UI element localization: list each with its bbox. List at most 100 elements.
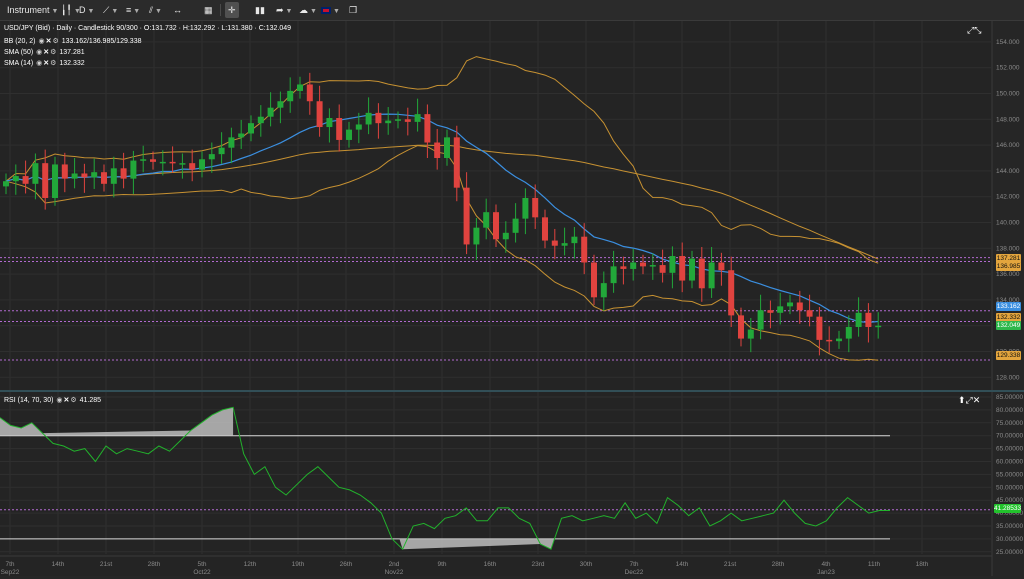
- date-month-label: Oct22: [193, 569, 211, 576]
- rsi-tick-label: 35.00000: [996, 523, 1023, 530]
- date-tick-label: 7th: [5, 561, 14, 568]
- candle-body: [561, 243, 568, 246]
- instrument-selector[interactable]: Instrument ▼: [4, 2, 61, 18]
- close-icon[interactable]: ✕: [63, 397, 70, 404]
- window-icon: ❐: [349, 5, 358, 15]
- close-icon[interactable]: ✕: [43, 49, 50, 56]
- gear-icon[interactable]: ⚙: [50, 60, 57, 67]
- date-month-label: Sep22: [1, 569, 20, 576]
- measure-tool-button[interactable]: ↔: [170, 2, 185, 18]
- fibonacci-button[interactable]: ≡ ▼: [123, 2, 143, 18]
- candle-body: [816, 316, 823, 340]
- candle-body: [591, 262, 597, 298]
- indicators-button[interactable]: ▮▮: [252, 2, 268, 18]
- chevron-down-icon: ▼: [133, 8, 141, 15]
- candle-body: [826, 339, 833, 342]
- bb-upper-line: [5, 56, 879, 264]
- candle-body: [218, 147, 225, 155]
- rsi-tick-label: 65.00000: [996, 446, 1023, 453]
- candle-body: [718, 262, 725, 271]
- close-icon[interactable]: ✕: [43, 60, 50, 67]
- rsi-label: RSI (14, 70, 30): [4, 397, 54, 404]
- rsi-tick-label: 75.00000: [996, 420, 1023, 427]
- gear-icon[interactable]: ⚙: [70, 397, 77, 404]
- eye-icon[interactable]: ◉: [38, 38, 45, 45]
- sma50-label: SMA (50): [4, 49, 34, 56]
- rsi-panel[interactable]: 85.00000 80.00000 75.00000 70.00000 65.00000…: [0, 392, 1024, 576]
- candle-body: [179, 163, 186, 165]
- candle-body: [689, 258, 695, 281]
- bb-legend: BB (20, 2) ◉✕⚙ 133.162/136.985/129.338: [4, 37, 142, 45]
- candle-body: [424, 114, 431, 143]
- candle-body: [728, 270, 735, 316]
- candle-body: [375, 112, 382, 124]
- candle-body: [777, 306, 784, 313]
- date-tick-label: 12th: [244, 561, 257, 568]
- candle-body: [855, 312, 862, 327]
- candle-body: [52, 164, 58, 198]
- line-tool-icon: ⟋: [103, 5, 110, 15]
- panel-divider[interactable]: [0, 390, 1024, 392]
- candle-body: [738, 315, 744, 339]
- date-month-label: Nov22: [385, 569, 404, 576]
- toolbar: Instrument ▼ ╽╿ ▼ D ▼ ⟋ ▼ ≡ ▼ ⫽ ▼ ↔ ▦ ✛ ▮▮ ➦ ▼ …: [0, 0, 1024, 21]
- layout-button[interactable]: ▦: [201, 2, 216, 18]
- cloud-button[interactable]: ☁ ▼: [296, 2, 320, 18]
- share-button[interactable]: ➦ ▼: [273, 2, 295, 18]
- candle-body: [140, 159, 147, 161]
- date-tick-label: 23rd: [531, 561, 544, 568]
- rsi-tick-label: 60.00000: [996, 459, 1023, 466]
- candle-body: [502, 232, 509, 240]
- candle-body: [453, 137, 460, 188]
- gear-icon[interactable]: ⚙: [50, 49, 57, 56]
- rsi-value: 41.285: [79, 397, 102, 404]
- price-panel[interactable]: 154.000 152.000 150.000 148.000 146.000 144.0…: [0, 21, 1024, 390]
- rsi-chart[interactable]: 85.00000 80.00000 75.00000 70.00000 65.00000…: [0, 392, 1024, 576]
- uk-flag-icon: [321, 7, 331, 15]
- rsi-tick-label: 45.00000: [996, 497, 1023, 504]
- candle-body: [473, 227, 480, 245]
- overbought-fill: [0, 407, 234, 436]
- candle-body: [747, 329, 754, 339]
- candle-body: [444, 137, 450, 158]
- bb-label: BB (20, 2): [4, 38, 36, 45]
- price-chart[interactable]: 154.000 152.000 150.000 148.000 146.000 144.0…: [0, 21, 1024, 390]
- candle-body: [522, 197, 529, 219]
- candle-body: [22, 176, 29, 184]
- timeframe-selector[interactable]: D ▼: [76, 2, 97, 18]
- price-tick-label: 146.000: [996, 142, 1020, 149]
- rsi-tag-text: 41.28533: [994, 505, 1022, 512]
- share-arrow-icon: ➦: [276, 5, 284, 15]
- candle-body: [159, 161, 166, 164]
- eye-icon[interactable]: ◉: [36, 49, 43, 56]
- date-tick-label: 16th: [484, 561, 497, 568]
- candle-body: [414, 114, 421, 122]
- date-tick-label: 11th: [868, 561, 881, 568]
- eye-icon[interactable]: ◉: [36, 60, 43, 67]
- candle-body: [81, 173, 88, 178]
- gear-icon[interactable]: ⚙: [52, 38, 59, 45]
- channel-tool-button[interactable]: ⫽ ▼: [146, 2, 165, 18]
- candle-body: [71, 173, 78, 179]
- chevron-down-icon: ▼: [87, 8, 95, 15]
- detach-window-button[interactable]: ❐: [346, 2, 360, 18]
- crosshair-button[interactable]: ✛: [225, 2, 239, 18]
- date-tick-label: 30th: [580, 561, 593, 568]
- chevron-down-icon: ▼: [111, 8, 119, 15]
- expand-panel-icon[interactable]: ⤢⤡: [967, 25, 982, 35]
- candle-body: [208, 154, 215, 160]
- rsi-tick-label: 30.00000: [996, 536, 1023, 543]
- candle-body: [493, 212, 499, 240]
- close-icon[interactable]: ✕: [45, 38, 52, 45]
- language-selector[interactable]: ▼: [318, 2, 343, 18]
- panel-controls-icon[interactable]: ⬆⤢✕: [958, 395, 981, 405]
- chevron-down-icon: ▼: [155, 8, 162, 15]
- sma14-legend: SMA (14) ◉✕⚙ 132.332: [4, 59, 85, 67]
- chart-type-button[interactable]: ╽╿ ▼: [58, 2, 84, 18]
- eye-icon[interactable]: ◉: [56, 397, 63, 404]
- candle-body: [542, 217, 548, 241]
- candle-body: [169, 161, 176, 164]
- candle-body: [571, 236, 578, 244]
- candle-body: [385, 120, 392, 124]
- draw-line-button[interactable]: ⟋ ▼: [100, 2, 121, 18]
